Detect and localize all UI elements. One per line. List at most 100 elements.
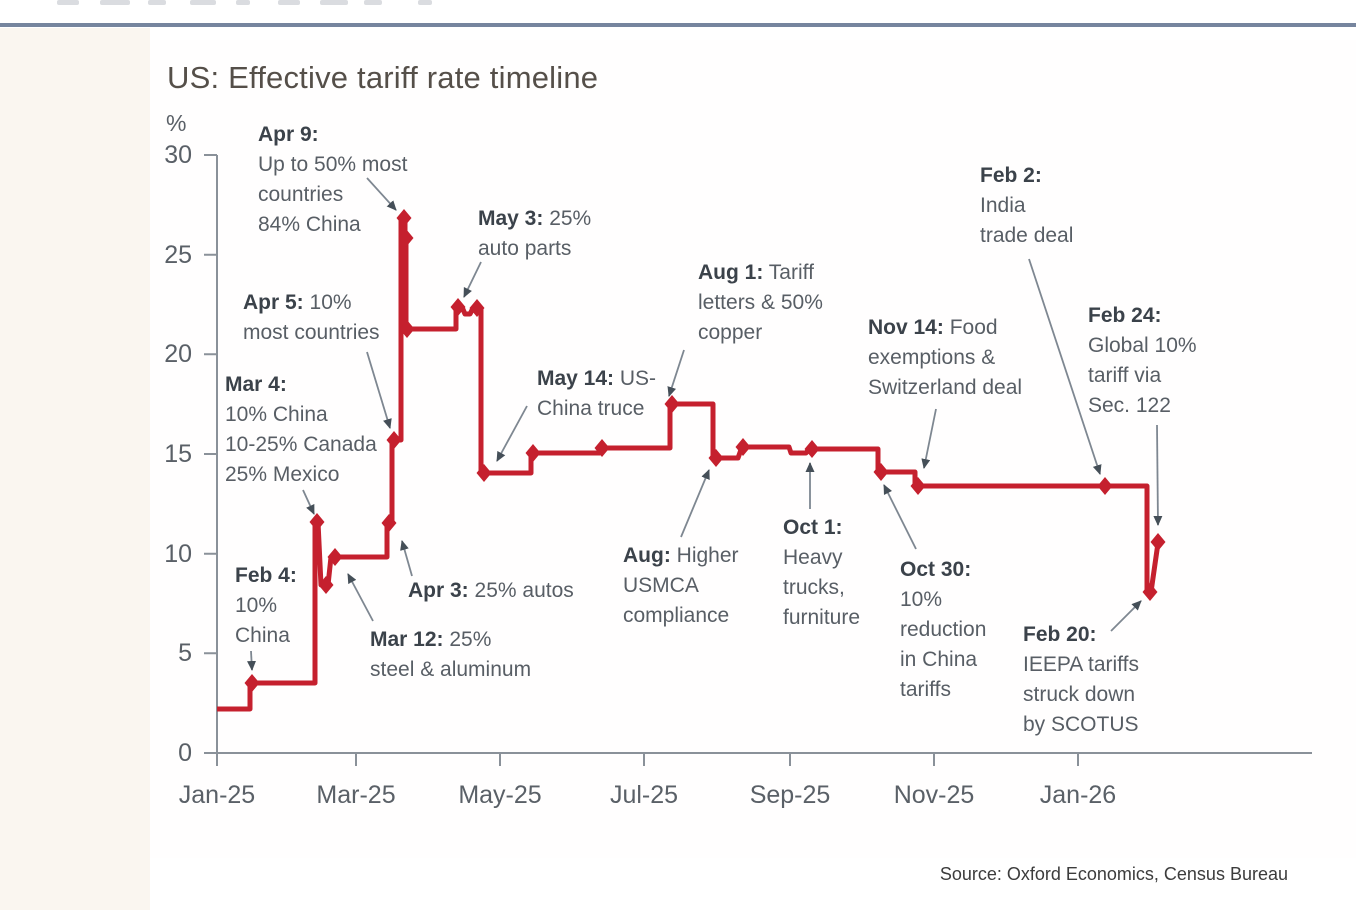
annotation-arrow-feb4 <box>247 650 257 671</box>
annotation-line: Mar 4: <box>225 370 377 400</box>
annotation-text: 25% Mexico <box>225 463 340 486</box>
annotation-text: Up to 50% most <box>258 153 408 176</box>
page-left-margin <box>0 28 150 910</box>
annotation-text: letters & 50% <box>698 291 823 314</box>
x-tick-label: Mar-25 <box>316 781 396 809</box>
annotation-line: USMCA <box>623 571 739 601</box>
annotation-text: reduction <box>900 618 987 641</box>
y-tick-label: 10 <box>164 539 192 568</box>
annotation-arrow-oct30 <box>883 484 917 550</box>
annotation-line: Feb 2: <box>980 161 1073 191</box>
cropped-text-fragment <box>57 0 79 5</box>
annotation-arrow-may14 <box>496 405 528 462</box>
y-tick-label: 5 <box>178 639 192 668</box>
annotation-line: Switzerland deal <box>868 373 1022 403</box>
annotation-text: USMCA <box>623 574 699 597</box>
annotation-text: Global 10% <box>1088 334 1197 357</box>
annotation-date-label: Mar 4: <box>225 373 287 396</box>
annotation-text: exemptions & <box>868 346 996 369</box>
annotation-aug1: Aug 1: Tariff letters & 50% copper <box>698 258 823 348</box>
y-tick-label: 15 <box>164 440 192 468</box>
top-divider-rule <box>0 23 1356 27</box>
annotation-date-label: Aug: <box>623 544 671 567</box>
annotation-text: trucks, <box>783 576 845 599</box>
cropped-text-fragment <box>148 0 166 5</box>
annotation-date-label: Oct 1: <box>783 516 843 539</box>
annotation-may14: May 14: US- China truce <box>537 364 656 424</box>
annotation-mar12: Mar 12: 25% steel & aluminum <box>370 625 531 685</box>
cropped-text-fragment <box>100 0 130 5</box>
y-tick-label: 25 <box>164 240 192 269</box>
annotation-line: 10% <box>900 585 986 615</box>
annotation-line: compliance <box>623 601 739 631</box>
annotation-line: Sec. 122 <box>1088 391 1197 421</box>
annotation-arrow-feb24 <box>1153 424 1163 526</box>
annotation-text: tariff via <box>1088 364 1162 387</box>
chart-title: US: Effective tariff rate timeline <box>167 60 599 95</box>
cropped-text-fragment <box>320 0 348 5</box>
annotation-text: in China <box>900 648 978 671</box>
annotation-line: 84% China <box>258 210 407 240</box>
annotation-arrow-may3 <box>463 261 482 298</box>
annotation-aug: Aug: Higher USMCA compliance <box>623 541 739 631</box>
annotation-text: furniture <box>783 606 861 629</box>
x-tick-label: Jan-25 <box>178 781 256 809</box>
annotation-line: Up to 50% most <box>258 150 407 180</box>
annotation-line: China truce <box>537 394 656 424</box>
annotation-line: Feb 24: <box>1088 301 1197 331</box>
annotation-date-label: May 14: <box>537 367 615 390</box>
annotation-text: most countries <box>243 321 380 344</box>
annotation-line: Aug: Higher <box>623 541 739 571</box>
annotation-text: 25% <box>443 628 492 651</box>
x-tick-label: May-25 <box>458 781 542 809</box>
annotation-text: compliance <box>623 604 730 627</box>
annotation-line: auto parts <box>478 234 591 264</box>
annotation-line: in China <box>900 645 986 675</box>
annotation-line: furniture <box>783 603 860 633</box>
annotation-line: Global 10% <box>1088 331 1197 361</box>
annotation-text: 84% China <box>258 213 361 236</box>
cropped-text-fragment <box>418 0 432 5</box>
annotation-nov14: Nov 14: Food exemptions & Switzerland deal <box>868 313 1022 403</box>
annotation-text: 10% <box>303 291 352 314</box>
annotation-line: tariff via <box>1088 361 1197 391</box>
annotation-line: struck down <box>1023 680 1139 710</box>
x-tick-label: Nov-25 <box>893 781 975 809</box>
annotation-arrow-aug <box>680 469 710 538</box>
annotation-feb2: Feb 2: India trade deal <box>980 161 1073 251</box>
annotation-line: Mar 12: 25% <box>370 625 531 655</box>
annotation-date-label: Mar 12: <box>370 628 444 651</box>
annotation-text: countries <box>258 183 344 206</box>
annotation-oct30: Oct 30: 10% reduction in China tariffs <box>900 555 986 705</box>
source-note: Source: Oxford Economics, Census Bureau <box>939 864 1288 884</box>
annotation-line: steel & aluminum <box>370 655 531 685</box>
annotation-date-label: Nov 14: <box>868 316 944 339</box>
annotation-line: May 14: US- <box>537 364 656 394</box>
annotation-text: Sec. 122 <box>1088 394 1171 417</box>
annotation-text: India <box>980 194 1026 217</box>
annotation-line: most countries <box>243 318 380 348</box>
annotation-text: IEEPA tariffs <box>1023 653 1139 676</box>
annotation-line: Apr 9: <box>258 120 407 150</box>
annotation-text: Food <box>943 316 998 339</box>
cropped-text-fragment <box>236 0 250 5</box>
x-tick-label: Sep-25 <box>749 781 831 809</box>
annotation-arrow-apr5 <box>366 351 392 429</box>
annotation-line: May 3: 25% <box>478 204 591 234</box>
annotation-date-label: Apr 9: <box>258 123 319 146</box>
annotation-feb24: Feb 24: Global 10% tariff via Sec. 122 <box>1088 301 1197 421</box>
annotation-line: exemptions & <box>868 343 1022 373</box>
annotation-line: Apr 3: 25% autos <box>408 576 574 606</box>
annotation-line: copper <box>698 318 823 348</box>
annotation-date-label: Apr 3: <box>408 579 469 602</box>
annotation-line: 25% Mexico <box>225 460 377 490</box>
annotation-text: US- <box>614 367 657 390</box>
annotation-text: China truce <box>537 397 645 420</box>
annotation-may3: May 3: 25% auto parts <box>478 204 591 264</box>
annotation-line: by SCOTUS <box>1023 710 1139 740</box>
annotation-feb4: Feb 4: 10% China <box>235 561 297 651</box>
annotation-text: copper <box>698 321 763 344</box>
annotation-arrow-feb20 <box>1110 600 1142 632</box>
annotation-text: 25% autos <box>468 579 574 602</box>
annotation-oct1: Oct 1: Heavy trucks, furniture <box>783 513 860 633</box>
